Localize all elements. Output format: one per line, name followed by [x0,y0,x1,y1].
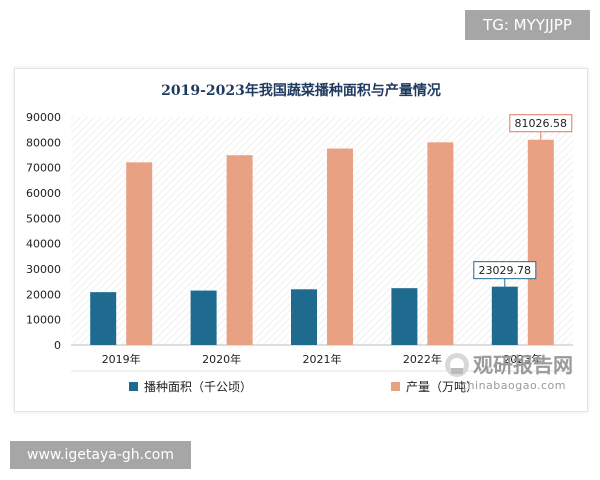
bar-output [126,162,153,345]
chart-title: 2019-2023年我国蔬菜播种面积与产量情况 [161,82,441,99]
chart-card: 2019-2023年我国蔬菜播种面积与产量情况 0 10000 20000 30000… [14,68,588,412]
x-tick-label: 2023年 [503,352,542,366]
callout-label: 81026.58 [515,117,568,130]
x-tick-label: 2019年 [102,352,141,366]
callout-label: 23029.78 [479,264,532,277]
bar-area [190,290,217,345]
y-axis-ticks: 0 10000 20000 30000 40000 50000 60000 70000 8000… [26,111,61,352]
url-badge: www.igetaya-gh.com [10,441,191,469]
y-tick-label: 50000 [26,212,61,225]
y-tick-label: 30000 [26,263,61,276]
bars-group [90,139,554,345]
y-tick-label: 40000 [26,238,61,251]
legend-swatch-area [129,382,138,391]
bar-output [327,148,353,345]
legend-swatch-output [391,382,400,391]
callout-box [473,261,537,280]
bar-output [427,142,454,345]
x-tick-label: 2020年 [202,352,241,366]
bar-output [527,139,554,345]
callouts-group: 23029.78 81026.58 [473,114,573,287]
x-tick-label: 2022年 [403,352,442,366]
legend: 播种面积（千公顷） 产量（万吨） [129,380,478,394]
x-axis-labels: 2019年 2020年 2021年 2022年 2023年 [102,352,543,366]
y-tick-label: 0 [54,339,61,352]
bar-area [491,286,518,345]
bar-chart: 2019-2023年我国蔬菜播种面积与产量情况 0 10000 20000 30000… [26,82,573,394]
watermark-brand-en: chinabaogao.com [461,379,566,392]
bar-area [291,289,317,345]
plot-hatch-background [71,117,573,345]
tg-badge: TG: MYYJJPP [465,10,590,40]
bar-area [391,288,418,345]
bar-output [226,155,253,345]
x-tick-label: 2021年 [303,352,342,366]
callout-box [509,114,573,133]
bar-area [90,292,117,345]
legend-label-area: 播种面积（千公顷） [144,380,252,394]
watermark-logo: 观研报告网 chinabaogao.com [445,353,573,392]
y-tick-label: 90000 [26,111,61,124]
y-tick-label: 80000 [26,136,61,149]
y-tick-label: 70000 [26,162,61,175]
y-tick-label: 60000 [26,187,61,200]
watermark-brand-cn: 观研报告网 [473,353,573,377]
y-tick-label: 10000 [26,314,61,327]
legend-label-output: 产量（万吨） [406,380,478,394]
y-tick-label: 20000 [26,288,61,301]
